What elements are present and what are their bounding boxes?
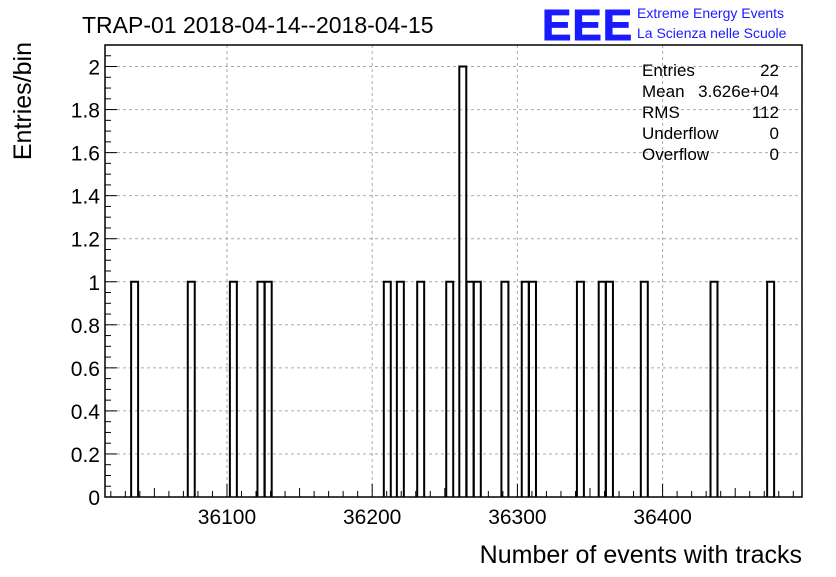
x-tick-label: 36400 bbox=[633, 506, 691, 529]
histogram-bar bbox=[446, 282, 453, 497]
x-tick-labels: 36100 36200 36300 36400 bbox=[198, 506, 692, 529]
stats-label: RMS bbox=[642, 103, 680, 122]
stats-label: Mean bbox=[642, 82, 685, 101]
histogram-bar bbox=[711, 282, 718, 497]
x-axis-label: Number of events with tracks bbox=[480, 541, 802, 569]
stats-value: 3.626e+04 bbox=[698, 82, 779, 101]
y-tick-label: 2 bbox=[88, 57, 100, 80]
histogram-bar bbox=[417, 282, 424, 497]
stats-box: Entries 22 Mean 3.626e+04 RMS 112 Underflow 0 Ov… bbox=[642, 61, 779, 164]
y-tick-label: 0.4 bbox=[71, 401, 101, 424]
y-tick-label: 1.6 bbox=[71, 143, 100, 166]
histogram-bar bbox=[384, 282, 391, 497]
histogram-bar bbox=[529, 282, 536, 497]
y-tick-label: 1 bbox=[88, 272, 100, 295]
histogram-bar bbox=[230, 282, 237, 497]
y-axis-label: Entries/bin bbox=[9, 42, 37, 160]
stats-value: 0 bbox=[770, 124, 779, 143]
y-tick-label: 0.2 bbox=[71, 444, 100, 467]
chart-title: TRAP-01 2018-04-14--2018-04-15 bbox=[82, 12, 434, 38]
histogram-bar bbox=[467, 282, 474, 497]
stats-value: 0 bbox=[770, 145, 779, 164]
axis-ticks bbox=[105, 44, 794, 498]
y-tick-label: 0 bbox=[88, 487, 100, 510]
y-tick-label: 0.6 bbox=[71, 358, 100, 381]
histogram-bar bbox=[257, 282, 264, 497]
histogram-bar bbox=[188, 282, 195, 497]
histogram-bar bbox=[641, 282, 648, 497]
histogram-bar bbox=[501, 282, 508, 497]
x-tick-label: 36300 bbox=[488, 506, 546, 529]
histogram-bar bbox=[577, 282, 584, 497]
stats-label: Entries bbox=[642, 61, 695, 80]
stats-label: Underflow bbox=[642, 124, 719, 143]
y-tick-labels: 0 0.2 0.4 0.6 0.8 1 1.2 1.4 1.6 1.8 2 bbox=[71, 57, 101, 510]
histogram-bar bbox=[599, 282, 606, 497]
logo-mark: EEE bbox=[542, 1, 633, 50]
histogram-bar bbox=[522, 282, 529, 497]
histogram-bar bbox=[397, 282, 404, 497]
y-tick-label: 1.2 bbox=[71, 229, 100, 252]
histogram-bar bbox=[131, 282, 138, 497]
stats-value: 22 bbox=[760, 61, 779, 80]
x-tick-label: 36200 bbox=[343, 506, 401, 529]
logo-line2: La Scienza nelle Scuole bbox=[637, 25, 787, 41]
histogram-bar bbox=[767, 282, 774, 497]
stats-label: Overflow bbox=[642, 145, 710, 164]
x-tick-label: 36100 bbox=[198, 506, 256, 529]
logo-line1: Extreme Energy Events bbox=[637, 5, 784, 21]
stats-value: 112 bbox=[752, 103, 779, 122]
histogram-bar bbox=[265, 282, 272, 497]
histogram-bar bbox=[474, 282, 481, 497]
histogram-bar bbox=[606, 282, 613, 497]
eee-logo: EEE Extreme Energy Events La Scienza nel… bbox=[542, 1, 787, 51]
histogram-outline bbox=[130, 65, 776, 497]
y-tick-label: 0.8 bbox=[71, 315, 100, 338]
y-tick-label: 1.4 bbox=[71, 186, 101, 209]
y-tick-label: 1.8 bbox=[71, 100, 100, 123]
